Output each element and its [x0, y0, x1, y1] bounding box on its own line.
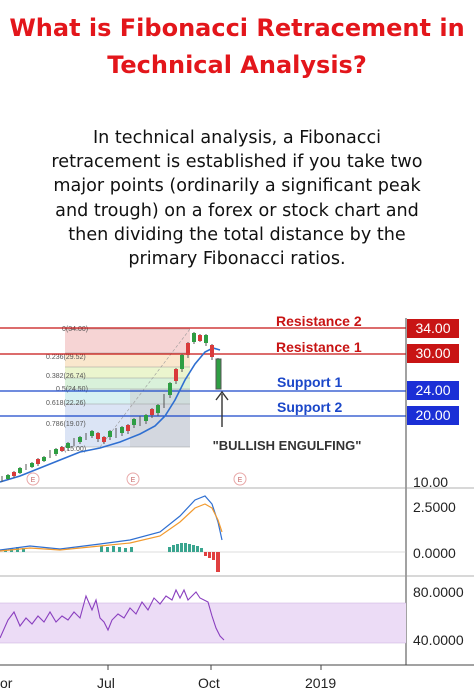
intro-line: In technical analysis, a Fibonacci — [92, 128, 382, 148]
intro-line: and trough) on a forex or stock chart an… — [55, 200, 419, 221]
support-2-price: 20.00 — [415, 407, 450, 423]
earnings-markers: E E E — [26, 472, 247, 486]
intro-line: retracement is established if you take t… — [51, 152, 423, 173]
rsi-axis-40: 40.0000 — [413, 632, 464, 648]
arrow-up-icon — [215, 390, 229, 427]
resistance-1-price: 30.00 — [415, 345, 450, 361]
fib-label: 0(34.00) — [62, 326, 88, 333]
resistance-2-price: 34.00 — [415, 320, 450, 336]
fib-label: 1(15.00) — [60, 446, 86, 453]
macd-axis-zero: 0.0000 — [413, 545, 456, 561]
stock-chart: 0(34.00) 0.236(29.52) 0.382(26.74) 0.5(2… — [0, 313, 474, 691]
fib-label: 0.618(22.26) — [46, 400, 86, 407]
title-line-1: What is Fibonacci Retracement in — [9, 14, 465, 42]
intro-line: primary Fibonacci ratios. — [128, 249, 346, 270]
intro-line: then dividing the total distance by the — [68, 224, 406, 245]
page-title: What is Fibonacci Retracement in Technic… — [0, 10, 474, 84]
resistance-1-label: Resistance 1 — [276, 339, 362, 355]
x-label-2019: 2019 — [305, 675, 336, 691]
macd-axis-high: 2.5000 — [413, 499, 456, 515]
x-label-oct: Oct — [198, 675, 220, 691]
candles — [1, 332, 222, 482]
title-line-2: Technical Analysis? — [107, 51, 367, 79]
event-marker-icon: E — [131, 477, 136, 484]
price-axis-10: 10.00 — [413, 474, 448, 490]
support-2-label: Support 2 — [277, 399, 343, 415]
macd-pane — [0, 495, 406, 572]
intro-paragraph: In technical analysis, a Fibonacci retra… — [10, 126, 464, 271]
rsi-pane — [0, 588, 406, 644]
intro-line: major points (ordinarily a significant p… — [53, 176, 421, 197]
fib-label: 0.236(29.52) — [46, 354, 86, 361]
bullish-engulfing-annotation: "BULLISH ENGULFING" — [213, 438, 362, 453]
event-marker-icon: E — [31, 477, 36, 484]
rsi-axis-80: 80.0000 — [413, 584, 464, 600]
x-label-jul: Jul — [97, 675, 115, 691]
fib-label: 0.382(26.74) — [46, 373, 86, 380]
fib-label: 0.786(19.07) — [46, 421, 86, 428]
support-1-price: 24.00 — [415, 382, 450, 398]
resistance-2-label: Resistance 2 — [276, 313, 362, 329]
fib-label: 0.5(24.50) — [56, 386, 88, 393]
event-marker-icon: E — [238, 477, 243, 484]
x-label-apr: or — [0, 675, 13, 691]
support-1-label: Support 1 — [277, 374, 343, 390]
